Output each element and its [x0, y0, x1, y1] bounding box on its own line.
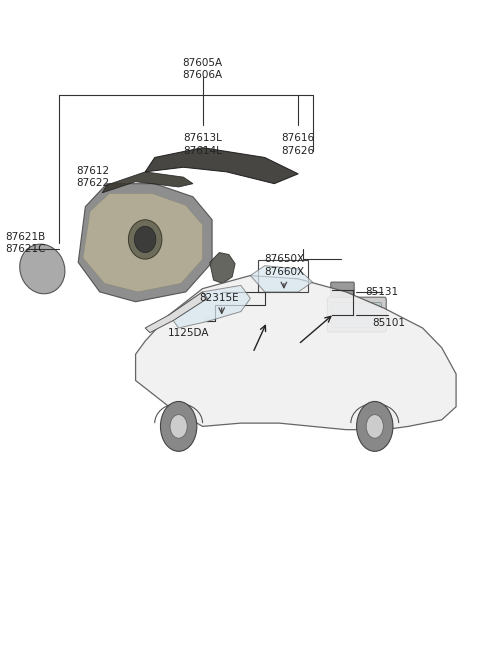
Ellipse shape	[134, 226, 156, 253]
Text: 87605A
87606A: 87605A 87606A	[182, 58, 223, 80]
Ellipse shape	[204, 316, 210, 323]
Circle shape	[357, 401, 393, 451]
Text: 82315E: 82315E	[200, 293, 239, 304]
Text: 87621B
87621C: 87621B 87621C	[5, 232, 46, 254]
Polygon shape	[145, 148, 298, 184]
Circle shape	[170, 415, 187, 438]
Text: 87616
87626: 87616 87626	[282, 133, 315, 155]
Polygon shape	[169, 285, 251, 328]
Polygon shape	[251, 266, 312, 292]
Ellipse shape	[20, 244, 65, 294]
Polygon shape	[78, 184, 212, 302]
Text: 1125DA: 1125DA	[168, 327, 209, 338]
Circle shape	[366, 415, 384, 438]
Polygon shape	[83, 194, 203, 292]
FancyBboxPatch shape	[327, 297, 386, 332]
Polygon shape	[102, 172, 193, 193]
Text: 87650X
87660X: 87650X 87660X	[264, 255, 304, 277]
FancyBboxPatch shape	[332, 302, 382, 327]
Ellipse shape	[129, 220, 162, 259]
Text: 85131: 85131	[365, 287, 398, 297]
Text: 85101: 85101	[372, 318, 406, 328]
Circle shape	[160, 401, 197, 451]
Polygon shape	[210, 253, 235, 283]
Text: 87613L
87614L: 87613L 87614L	[183, 133, 222, 155]
Polygon shape	[145, 292, 207, 333]
Text: 87612
87622: 87612 87622	[76, 166, 109, 188]
Polygon shape	[135, 276, 456, 430]
Bar	[258, 260, 308, 292]
FancyBboxPatch shape	[331, 282, 354, 298]
